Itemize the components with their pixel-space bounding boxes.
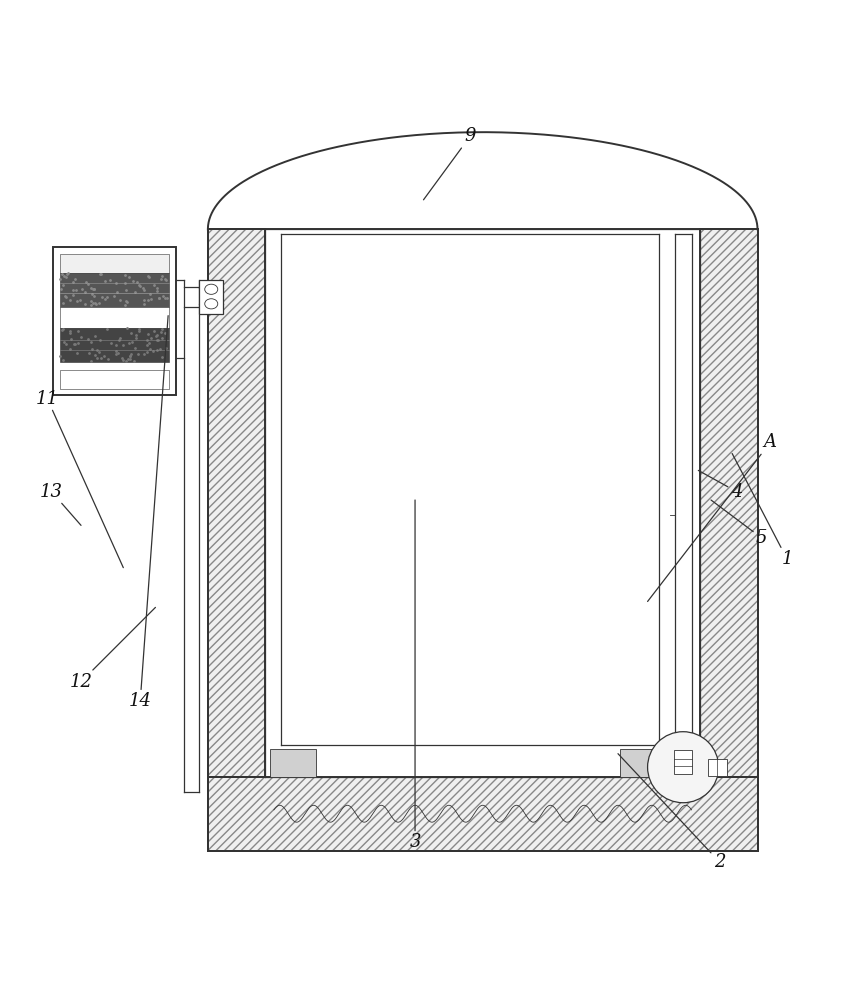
Bar [60,254,169,273]
Bar [208,229,265,777]
Bar [60,370,169,389]
Circle shape [648,732,718,803]
Text: 11: 11 [36,390,124,568]
Bar [208,229,265,777]
Text: A: A [648,433,777,601]
Bar [700,229,757,777]
Bar [708,759,727,776]
Text: 2: 2 [618,754,725,871]
Bar [265,229,700,777]
Text: 3: 3 [409,500,421,851]
Text: 1: 1 [732,453,793,568]
Bar [620,749,667,777]
Text: 9: 9 [424,127,476,200]
Bar [269,749,316,777]
Text: 4: 4 [698,470,742,501]
Text: 13: 13 [40,483,81,525]
Text: 14: 14 [129,316,168,710]
Bar [675,234,691,745]
Bar [199,280,223,314]
Bar [60,307,169,328]
Bar [674,750,692,774]
Bar [60,328,169,362]
Bar [53,247,175,395]
Bar [60,273,169,307]
Bar [208,777,757,851]
Text: 12: 12 [69,607,156,691]
Bar [208,777,757,851]
Text: 5: 5 [711,500,767,547]
Bar [208,229,265,777]
Bar [208,777,757,851]
Bar [700,229,757,777]
Bar [700,229,757,777]
